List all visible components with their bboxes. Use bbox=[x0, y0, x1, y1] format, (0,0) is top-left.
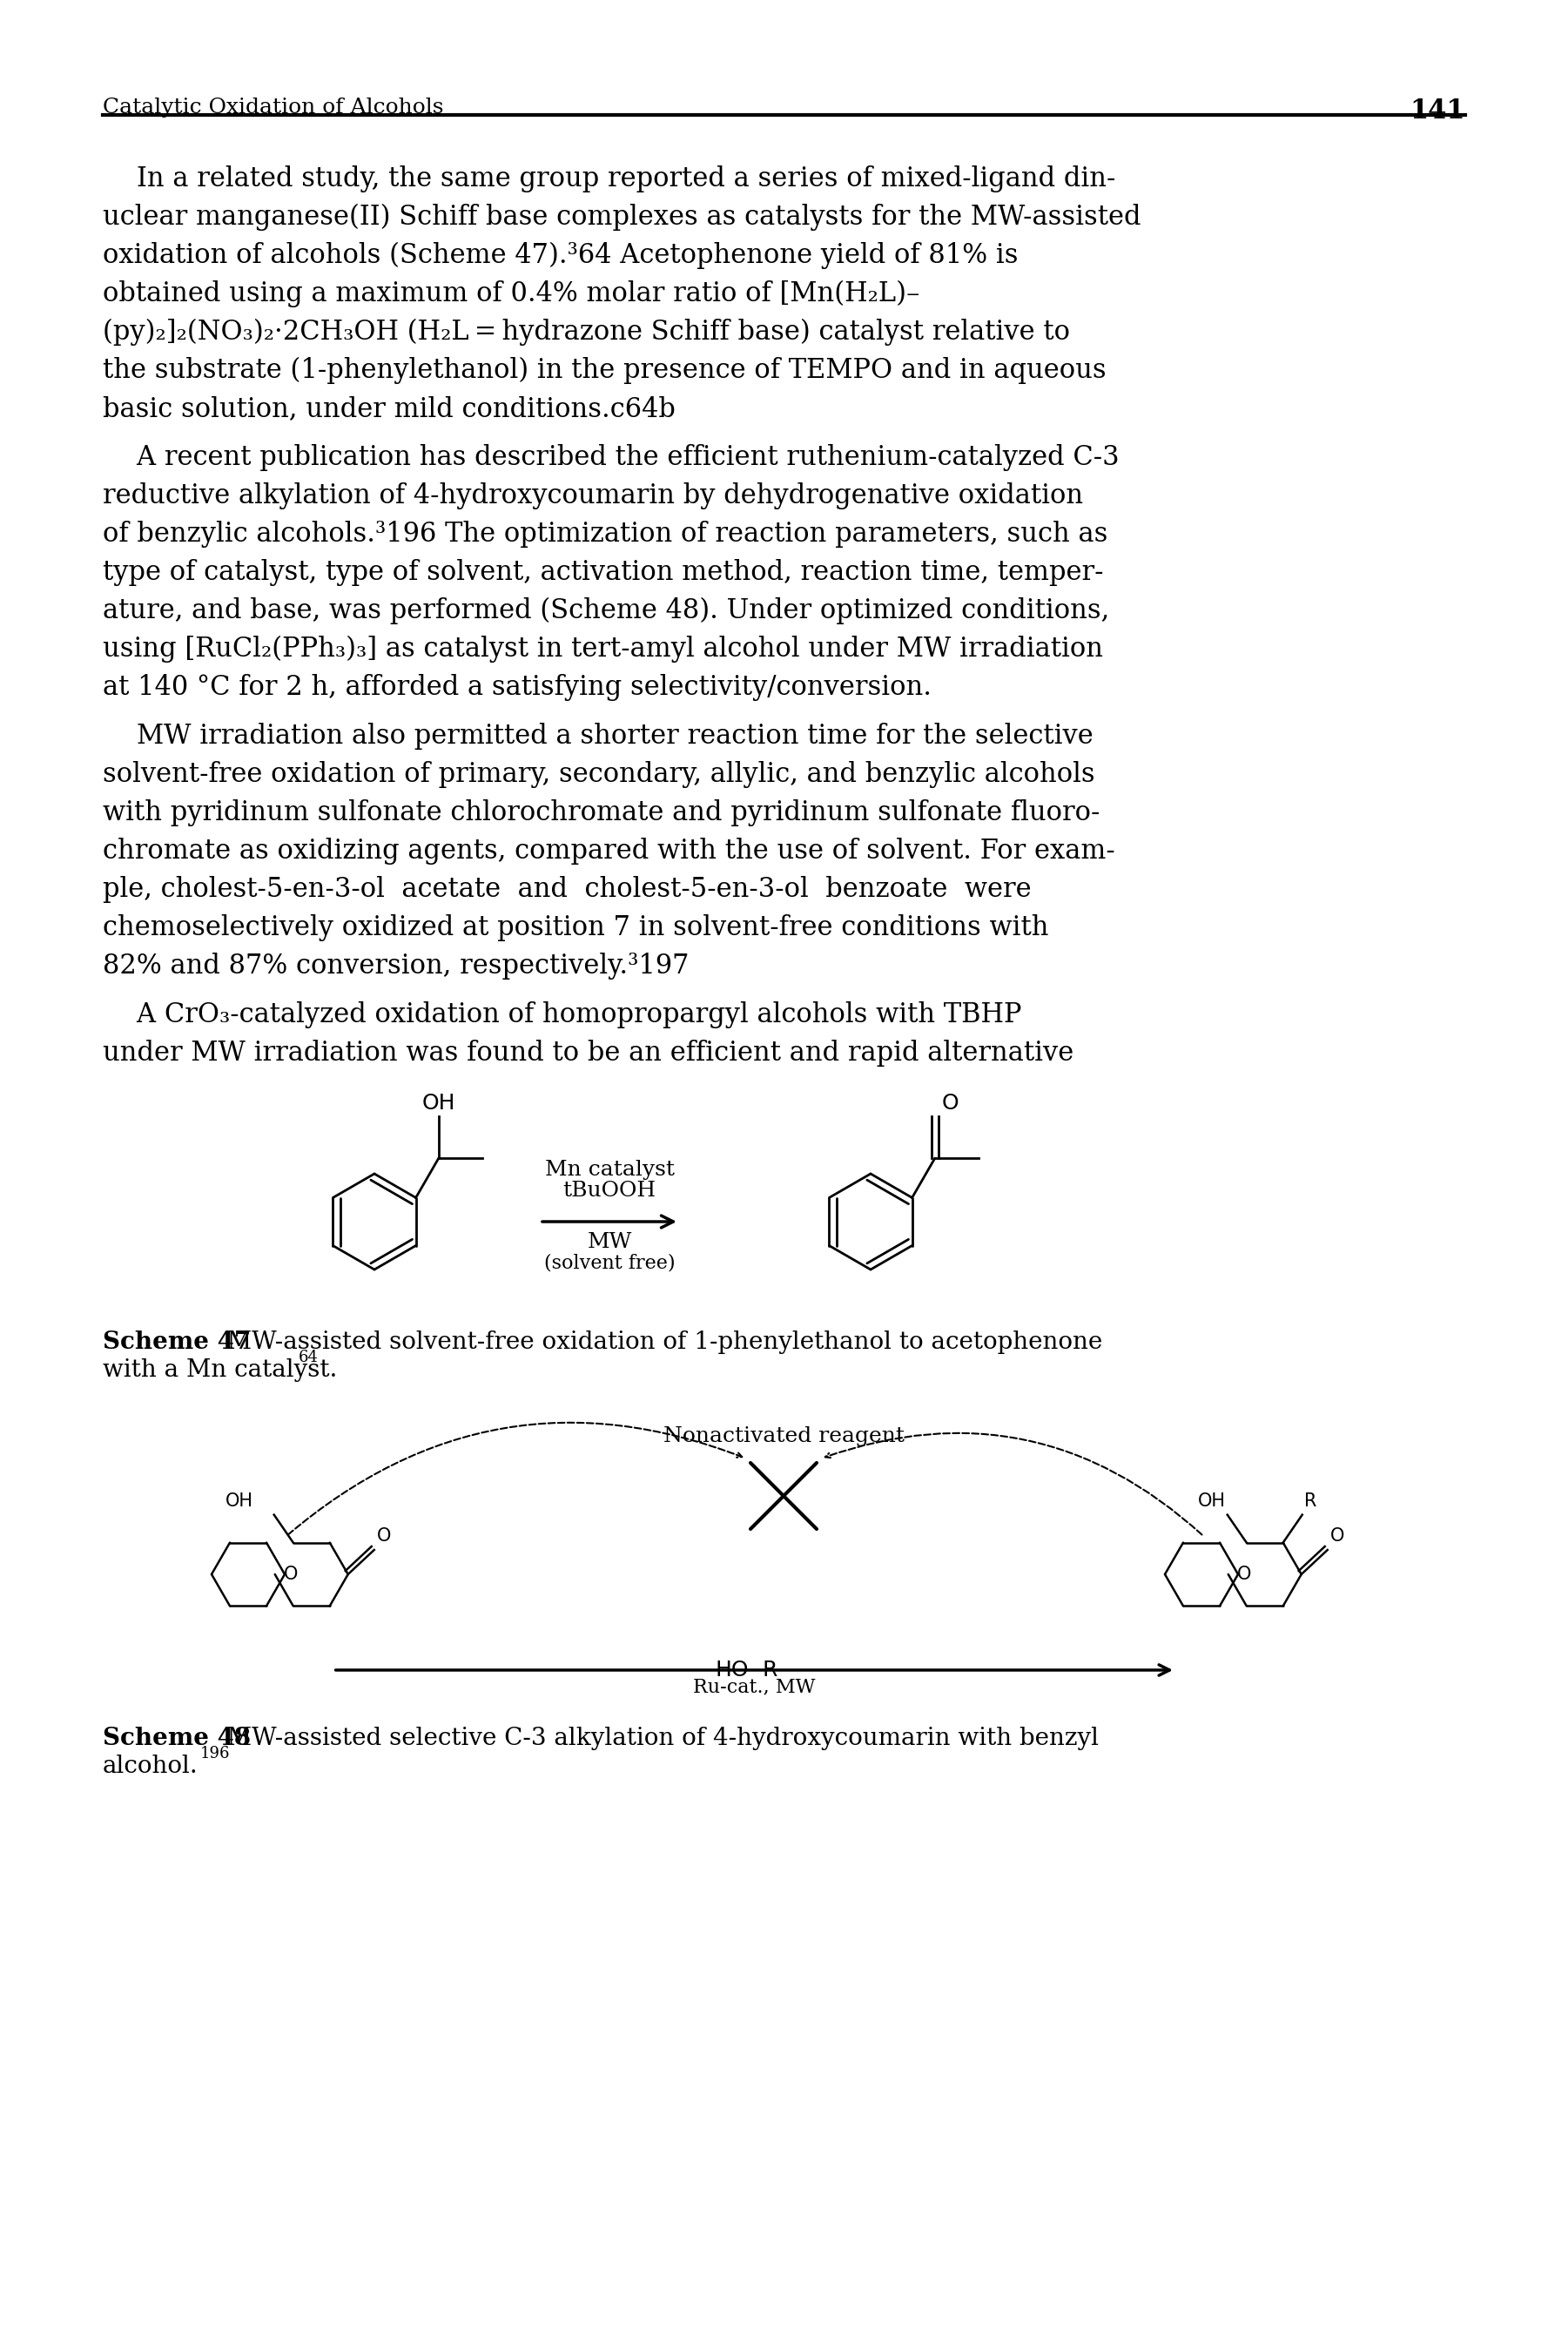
Text: A CrO₃-catalyzed oxidation of homopropargyl alcohols with TBHP: A CrO₃-catalyzed oxidation of homopropar… bbox=[103, 1002, 1022, 1027]
Text: tBuOOH: tBuOOH bbox=[563, 1180, 655, 1201]
Text: 64: 64 bbox=[298, 1349, 318, 1366]
Text: under MW irradiation was found to be an efficient and rapid alternative: under MW irradiation was found to be an … bbox=[103, 1039, 1074, 1067]
Text: OH: OH bbox=[226, 1493, 252, 1509]
Text: O: O bbox=[1330, 1528, 1344, 1545]
Text: O: O bbox=[376, 1528, 390, 1545]
Text: O: O bbox=[942, 1093, 958, 1114]
Text: the substrate (1-phenylethanol) in the presence of TEMPO and in aqueous: the substrate (1-phenylethanol) in the p… bbox=[103, 357, 1107, 383]
Text: using [RuCl₂(PPh₃)₃] as catalyst in tert-amyl alcohol under MW irradiation: using [RuCl₂(PPh₃)₃] as catalyst in tert… bbox=[103, 635, 1102, 663]
Text: oxidation of alcohols (Scheme 47).³64 Acetophenone yield of 81% is: oxidation of alcohols (Scheme 47).³64 Ac… bbox=[103, 242, 1018, 270]
Text: (solvent free): (solvent free) bbox=[544, 1253, 674, 1272]
Text: O: O bbox=[284, 1566, 298, 1582]
Text: Ru-cat., MW: Ru-cat., MW bbox=[693, 1676, 815, 1695]
Text: at 140 °C for 2 h, afforded a satisfying selectivity/conversion.: at 140 °C for 2 h, afforded a satisfying… bbox=[103, 675, 931, 701]
Text: MW-assisted selective C-3 alkylation of 4-hydroxycoumarin with benzyl: MW-assisted selective C-3 alkylation of … bbox=[212, 1726, 1099, 1749]
Text: A recent publication has described the efficient ruthenium-catalyzed C-3: A recent publication has described the e… bbox=[103, 444, 1120, 470]
Text: Scheme 48: Scheme 48 bbox=[103, 1726, 251, 1749]
Text: OH: OH bbox=[1198, 1493, 1226, 1509]
Text: with a Mn catalyst.: with a Mn catalyst. bbox=[103, 1359, 337, 1382]
Text: with pyridinum sulfonate chlorochromate and pyridinum sulfonate fluoro-: with pyridinum sulfonate chlorochromate … bbox=[103, 799, 1099, 825]
Text: (py)₂]₂(NO₃)₂·2CH₃OH (H₂L = hydrazone Schiff base) catalyst relative to: (py)₂]₂(NO₃)₂·2CH₃OH (H₂L = hydrazone Sc… bbox=[103, 320, 1069, 346]
Text: ature, and base, was performed (Scheme 48). Under optimized conditions,: ature, and base, was performed (Scheme 4… bbox=[103, 597, 1110, 625]
Text: R: R bbox=[1305, 1493, 1317, 1509]
Text: Mn catalyst: Mn catalyst bbox=[544, 1159, 674, 1180]
Text: type of catalyst, type of solvent, activation method, reaction time, temper-: type of catalyst, type of solvent, activ… bbox=[103, 560, 1104, 585]
Text: MW: MW bbox=[586, 1232, 632, 1253]
Text: 196: 196 bbox=[201, 1747, 230, 1761]
Text: R: R bbox=[762, 1660, 776, 1681]
Text: obtained using a maximum of 0.4% molar ratio of [Mn(H₂L)–: obtained using a maximum of 0.4% molar r… bbox=[103, 280, 920, 308]
Text: MW-assisted solvent-free oxidation of 1-phenylethanol to acetophenone: MW-assisted solvent-free oxidation of 1-… bbox=[212, 1331, 1102, 1354]
Text: alcohol.: alcohol. bbox=[103, 1754, 198, 1777]
Text: reductive alkylation of 4-hydroxycoumarin by dehydrogenative oxidation: reductive alkylation of 4-hydroxycoumari… bbox=[103, 482, 1083, 510]
Text: Nonactivated reagent: Nonactivated reagent bbox=[663, 1427, 905, 1446]
Text: 141: 141 bbox=[1410, 96, 1465, 125]
Text: 82% and 87% conversion, respectively.³197: 82% and 87% conversion, respectively.³19… bbox=[103, 952, 688, 980]
Text: chromate as oxidizing agents, compared with the use of solvent. For exam-: chromate as oxidizing agents, compared w… bbox=[103, 837, 1115, 865]
Text: MW irradiation also permitted a shorter reaction time for the selective: MW irradiation also permitted a shorter … bbox=[103, 722, 1093, 750]
Text: uclear manganese(II) Schiff base complexes as catalysts for the MW-assisted: uclear manganese(II) Schiff base complex… bbox=[103, 205, 1142, 230]
Text: Scheme 47: Scheme 47 bbox=[103, 1331, 251, 1354]
Text: HO: HO bbox=[715, 1660, 750, 1681]
Text: basic solution, under mild conditions.c64b: basic solution, under mild conditions.c6… bbox=[103, 395, 676, 423]
Text: of benzylic alcohols.³196 The optimization of reaction parameters, such as: of benzylic alcohols.³196 The optimizati… bbox=[103, 520, 1107, 548]
Text: ple, cholest-5-en-3-ol  acetate  and  cholest-5-en-3-ol  benzoate  were: ple, cholest-5-en-3-ol acetate and chole… bbox=[103, 877, 1032, 903]
Text: O: O bbox=[1237, 1566, 1251, 1582]
Text: solvent-free oxidation of primary, secondary, allylic, and benzylic alcohols: solvent-free oxidation of primary, secon… bbox=[103, 762, 1094, 788]
Text: In a related study, the same group reported a series of mixed-ligand din-: In a related study, the same group repor… bbox=[103, 165, 1115, 193]
Text: OH: OH bbox=[422, 1093, 455, 1114]
Text: Catalytic Oxidation of Alcohols: Catalytic Oxidation of Alcohols bbox=[103, 96, 444, 118]
Text: chemoselectively oxidized at position 7 in solvent-free conditions with: chemoselectively oxidized at position 7 … bbox=[103, 915, 1049, 940]
